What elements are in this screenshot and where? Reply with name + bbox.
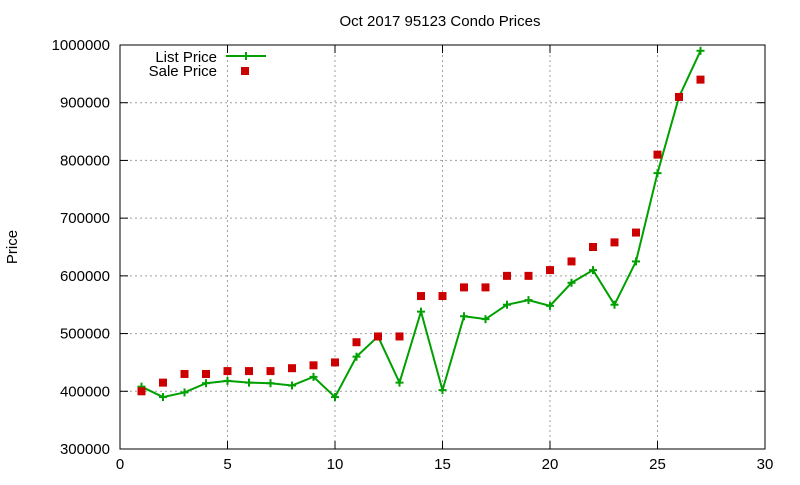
legend-label-sale-price: Sale Price [149, 63, 217, 80]
y-tick-label: 400000 [60, 383, 110, 400]
list-price-point [395, 378, 404, 387]
legend-marker-list-price [242, 52, 250, 60]
list-price-point [610, 300, 619, 309]
sale-price-point [632, 228, 640, 237]
list-price-point [460, 312, 468, 321]
list-price-point [417, 307, 425, 316]
sale-price-point [223, 367, 232, 376]
list-price-point [202, 379, 210, 388]
x-tick-label: 20 [542, 456, 559, 473]
list-price-point [352, 352, 361, 361]
series-layer [137, 46, 705, 402]
x-tick-label: 30 [757, 456, 774, 473]
list-price-point [331, 393, 339, 402]
list-price-point [266, 379, 275, 388]
sale-price-point [524, 271, 533, 280]
x-tick-label: 5 [223, 456, 231, 473]
x-tick-label: 10 [327, 456, 344, 473]
sale-price-point [202, 369, 210, 378]
sale-price-point [589, 243, 597, 251]
x-tick-label: 15 [434, 456, 451, 473]
legend-label-list-price: List Price [155, 49, 217, 66]
list-price-point [481, 315, 490, 324]
y-tick-label: 600000 [60, 268, 110, 285]
sale-price-point [374, 332, 382, 341]
y-tick-label: 900000 [60, 95, 110, 112]
list-price-point [438, 386, 447, 395]
y-tick-label: 1000000 [52, 37, 110, 54]
list-price-point [159, 393, 167, 402]
sale-price-point [460, 283, 468, 292]
sale-price-point [309, 361, 318, 370]
list-price-point [696, 46, 705, 55]
sale-price-point [438, 292, 447, 301]
y-axis-label: Price [4, 230, 21, 264]
sale-price-point [352, 338, 361, 347]
list-price-point [223, 376, 232, 385]
sale-price-point [137, 387, 146, 396]
sale-price-point [417, 292, 425, 301]
sale-price-point [395, 332, 404, 341]
legend: List Price Sale Price [149, 49, 266, 80]
sale-price-point [266, 367, 275, 376]
y-tick-label: 300000 [60, 441, 110, 458]
list-price-point [653, 169, 662, 178]
sale-price-point [503, 271, 511, 280]
list-price-point [245, 378, 253, 387]
sale-price-point [180, 369, 189, 378]
y-tick-label: 800000 [60, 152, 110, 169]
list-price-point [309, 372, 318, 381]
sale-price-point [567, 257, 576, 266]
sale-price-point [331, 358, 339, 367]
list-price-point [180, 388, 189, 397]
sale-price-point [481, 283, 490, 292]
sale-price-point [245, 367, 253, 376]
legend-swatch-sale-price [241, 67, 249, 75]
chart-title: Oct 2017 95123 Condo Prices [340, 13, 541, 30]
sale-price-point [675, 92, 683, 101]
list-price-point [503, 300, 511, 309]
list-price-point [567, 278, 576, 287]
sale-price-point [546, 266, 554, 275]
list-price-point [632, 257, 640, 266]
list-price-point [589, 266, 597, 275]
list-price-point [288, 381, 296, 390]
x-tick-label: 25 [649, 456, 666, 473]
sale-price-point [696, 75, 705, 84]
axis-layer: 0 5 10 15 20 25 30 300000 400000 500000 600000 7000… [52, 37, 774, 473]
list-price-point [524, 296, 533, 305]
y-tick-label: 500000 [60, 326, 110, 343]
sale-price-point [159, 378, 167, 387]
sale-price-point [610, 238, 619, 247]
sale-price-point [288, 364, 296, 373]
list-price-point [546, 301, 554, 310]
y-tick-label: 700000 [60, 210, 110, 227]
x-tick-label: 0 [116, 456, 124, 473]
sale-price-point [653, 150, 662, 159]
